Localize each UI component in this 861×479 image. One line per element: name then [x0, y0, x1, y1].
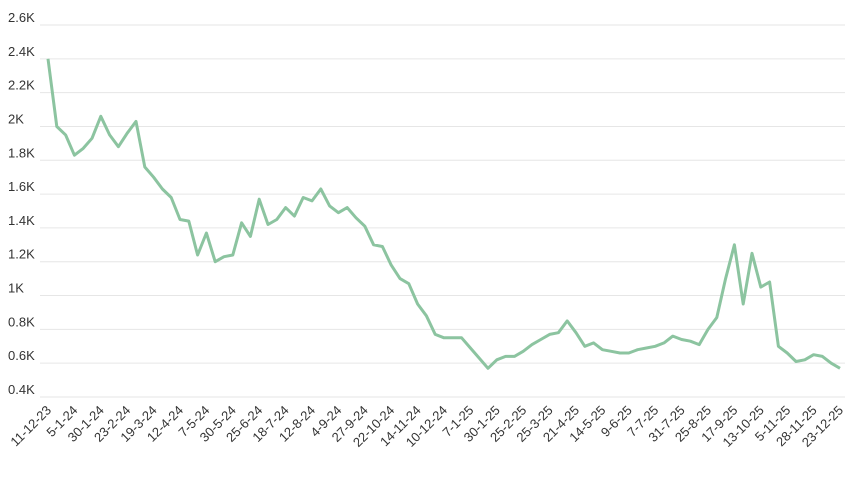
- y-tick-label: 1.8K: [8, 145, 35, 160]
- y-tick-label: 0.8K: [8, 314, 35, 329]
- y-tick-label: 2.4K: [8, 44, 35, 59]
- y-tick-label: 0.4K: [8, 382, 35, 397]
- y-tick-label: 1.6K: [8, 179, 35, 194]
- y-tick-label: 2.6K: [8, 10, 35, 25]
- y-tick-label: 1K: [8, 281, 24, 296]
- y-tick-label: 0.6K: [8, 348, 35, 363]
- y-tick-label: 2.2K: [8, 78, 35, 93]
- line: [46, 58, 841, 370]
- y-tick-label: 2K: [8, 111, 24, 126]
- y-tick-label: 1.4K: [8, 213, 35, 228]
- y-tick-label: 1.2K: [8, 247, 35, 262]
